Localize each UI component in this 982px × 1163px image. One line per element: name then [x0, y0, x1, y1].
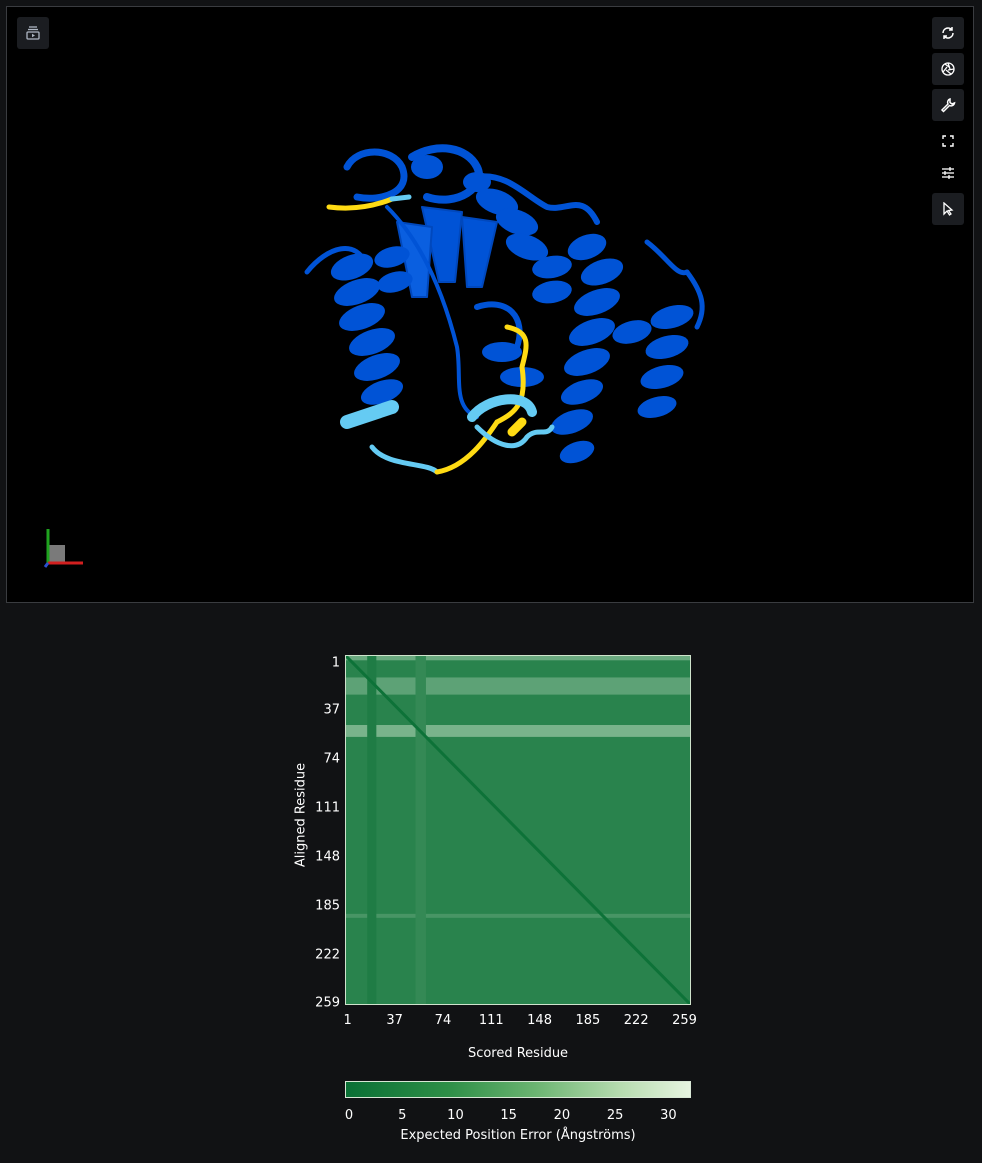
x-tick-label: 1 — [343, 1013, 352, 1028]
colorbar-label: Expected Position Error (Ångströms) — [400, 1128, 636, 1143]
colorbar-tick-label: 25 — [606, 1108, 624, 1123]
animation-play-icon — [25, 25, 41, 41]
heatmap-row-band — [345, 913, 691, 918]
y-tick-label: 111 — [315, 800, 340, 816]
settings-button[interactable] — [932, 157, 964, 189]
x-tick-label: 185 — [575, 1013, 601, 1028]
colorbar-tick-label: 5 — [398, 1108, 407, 1123]
y-tick-label: 259 — [315, 995, 340, 1011]
y-tick-label: 148 — [315, 849, 340, 865]
controls-button[interactable] — [932, 89, 964, 121]
heatmap-row-band — [345, 655, 691, 661]
refresh-icon — [940, 25, 956, 41]
fullscreen-button[interactable] — [932, 125, 964, 157]
y-tick-label: 1 — [331, 655, 340, 671]
y-tick-label: 37 — [323, 702, 340, 718]
animation-button[interactable] — [17, 17, 49, 49]
select-mode-button[interactable] — [932, 193, 964, 225]
colorbar-tick-label: 30 — [660, 1108, 677, 1123]
heatmap-row-band — [345, 677, 691, 695]
heatmap-col-band — [367, 655, 377, 1005]
pae-heatmap[interactable] — [345, 655, 691, 1005]
reset-camera-button[interactable] — [932, 17, 964, 49]
orientation-axes — [43, 529, 83, 568]
x-tick-label: 222 — [623, 1013, 649, 1028]
x-tick-label: 111 — [478, 1013, 504, 1028]
x-tick-label: 37 — [386, 1013, 403, 1028]
y-tick-label: 74 — [323, 751, 340, 767]
heatmap-row-band — [345, 725, 691, 737]
heatmap-border — [345, 655, 691, 1005]
colorbar-tick-label: 20 — [553, 1108, 571, 1123]
colorbar-tick-label: 0 — [344, 1108, 354, 1123]
y-axis-label: Aligned Residue — [293, 762, 309, 868]
cursor-icon — [941, 202, 955, 216]
expand-icon — [942, 135, 954, 147]
structure-viewer[interactable] — [6, 6, 974, 603]
x-axis-label: Scored Residue — [467, 1046, 569, 1061]
screenshot-button[interactable] — [932, 53, 964, 85]
x-tick-label: 259 — [672, 1013, 697, 1028]
camera-shutter-icon — [940, 61, 956, 77]
colorbar — [345, 1081, 691, 1098]
sliders-icon — [940, 165, 956, 181]
y-tick-label: 222 — [315, 947, 340, 963]
viewer-toolbar — [932, 17, 964, 229]
heatmap-col-band — [415, 655, 426, 1005]
y-tick-label: 185 — [315, 898, 340, 914]
heatmap-diagonal — [345, 655, 691, 1005]
x-tick-label: 148 — [527, 1013, 552, 1028]
colorbar-tick-label: 10 — [447, 1108, 464, 1123]
colorbar-tick-label: 15 — [500, 1108, 517, 1123]
wrench-icon — [940, 97, 956, 113]
protein-structure[interactable] — [7, 7, 973, 602]
x-tick-label: 74 — [434, 1013, 452, 1028]
